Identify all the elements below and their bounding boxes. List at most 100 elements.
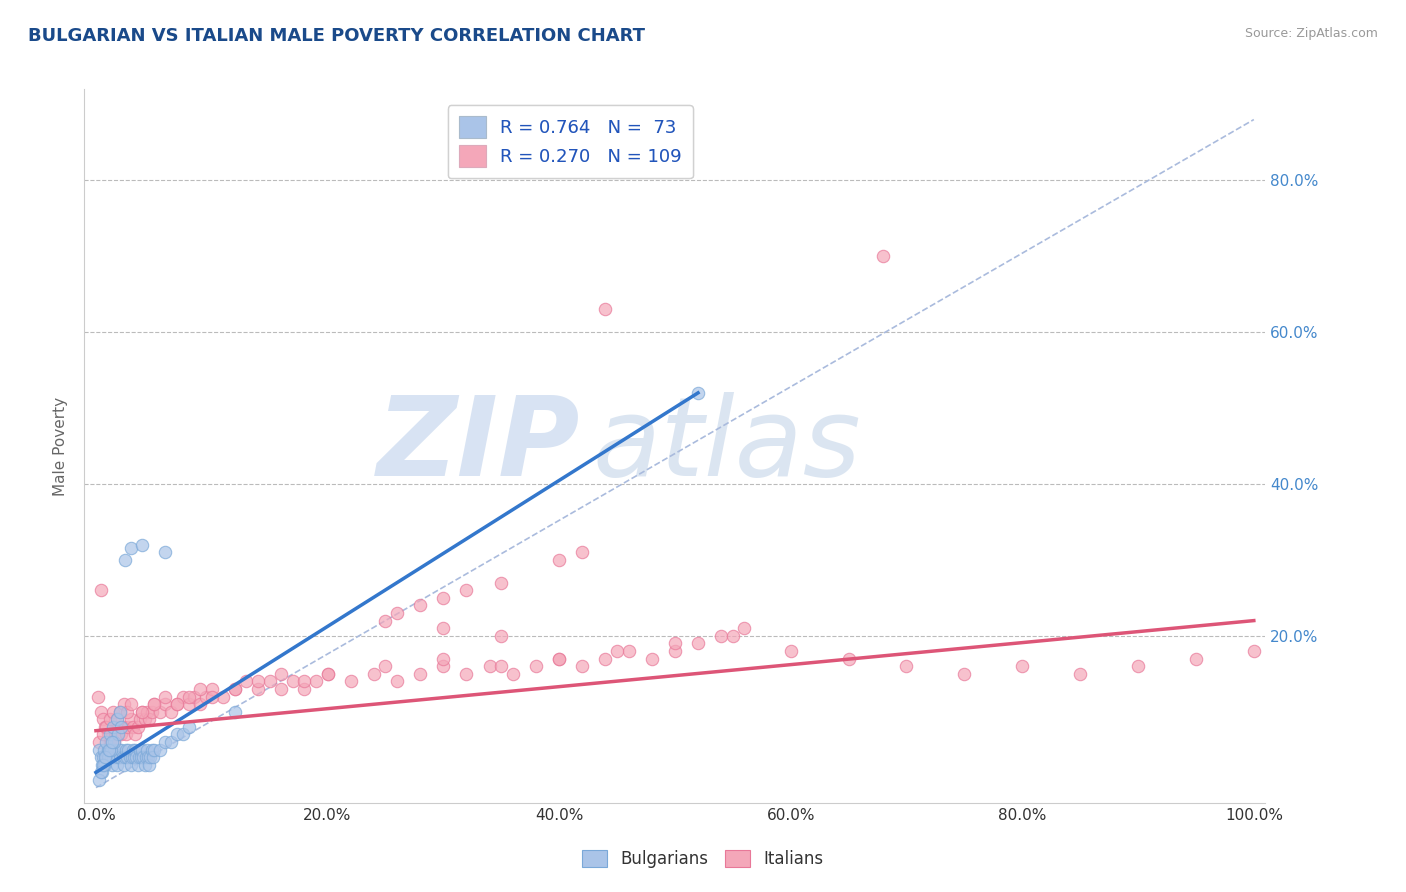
Point — [103, 735, 125, 749]
Point — [89, 772, 111, 787]
Point — [98, 712, 121, 726]
Point — [183, 690, 205, 704]
Point — [166, 697, 188, 711]
Point — [385, 606, 408, 620]
Point — [97, 742, 120, 756]
Point — [305, 674, 328, 689]
Point — [131, 705, 153, 719]
Text: BULGARIAN VS ITALIAN MALE POVERTY CORRELATION CHART: BULGARIAN VS ITALIAN MALE POVERTY CORREL… — [28, 27, 645, 45]
Point — [1069, 666, 1091, 681]
Point — [117, 742, 139, 756]
Point — [87, 690, 110, 704]
Point — [374, 659, 396, 673]
Point — [142, 697, 165, 711]
Point — [94, 720, 117, 734]
Point — [115, 750, 138, 764]
Point — [107, 750, 129, 764]
Point — [124, 742, 146, 756]
Point — [131, 705, 153, 719]
Text: Source: ZipAtlas.com: Source: ZipAtlas.com — [1244, 27, 1378, 40]
Point — [339, 674, 361, 689]
Point — [128, 750, 150, 764]
Point — [90, 765, 112, 780]
Point — [100, 742, 122, 756]
Point — [432, 591, 454, 605]
Point — [94, 757, 117, 772]
Point — [121, 750, 143, 764]
Point — [142, 750, 165, 764]
Point — [478, 659, 501, 673]
Point — [138, 757, 160, 772]
Point — [779, 644, 801, 658]
Point — [96, 720, 118, 734]
Point — [456, 583, 478, 598]
Point — [141, 705, 163, 719]
Point — [172, 727, 194, 741]
Point — [110, 705, 132, 719]
Point — [141, 742, 163, 756]
Point — [142, 697, 165, 711]
Point — [270, 681, 292, 696]
Point — [201, 690, 224, 704]
Point — [135, 742, 157, 756]
Point — [548, 553, 571, 567]
Point — [838, 651, 860, 665]
Point — [124, 727, 146, 741]
Point — [155, 545, 177, 559]
Point — [733, 621, 755, 635]
Point — [160, 705, 183, 719]
Point — [188, 697, 211, 711]
Point — [101, 727, 124, 741]
Point — [131, 742, 153, 756]
Point — [115, 742, 138, 756]
Point — [224, 681, 246, 696]
Point — [548, 651, 571, 665]
Point — [103, 705, 125, 719]
Point — [292, 681, 315, 696]
Point — [502, 666, 524, 681]
Point — [110, 720, 132, 734]
Point — [105, 757, 128, 772]
Point — [524, 659, 547, 673]
Point — [103, 750, 125, 764]
Point — [134, 712, 156, 726]
Point — [115, 705, 138, 719]
Point — [97, 750, 120, 764]
Point — [595, 302, 617, 317]
Point — [118, 750, 141, 764]
Point — [595, 651, 617, 665]
Point — [114, 553, 136, 567]
Legend: Bulgarians, Italians: Bulgarians, Italians — [575, 843, 831, 875]
Point — [127, 757, 149, 772]
Point — [259, 674, 281, 689]
Point — [103, 742, 125, 756]
Point — [571, 545, 593, 559]
Point — [316, 666, 339, 681]
Point — [664, 644, 686, 658]
Point — [134, 757, 156, 772]
Point — [125, 750, 148, 764]
Point — [136, 750, 159, 764]
Point — [90, 583, 112, 598]
Point — [101, 757, 124, 772]
Point — [108, 720, 131, 734]
Point — [1243, 644, 1265, 658]
Point — [110, 750, 132, 764]
Point — [94, 750, 117, 764]
Point — [122, 720, 145, 734]
Point — [201, 681, 224, 696]
Point — [385, 674, 408, 689]
Point — [1126, 659, 1149, 673]
Point — [120, 712, 142, 726]
Point — [117, 720, 139, 734]
Point — [105, 712, 128, 726]
Point — [100, 750, 122, 764]
Point — [90, 765, 112, 780]
Point — [112, 757, 135, 772]
Point — [110, 742, 132, 756]
Point — [131, 538, 153, 552]
Point — [432, 621, 454, 635]
Point — [432, 651, 454, 665]
Point — [247, 681, 270, 696]
Point — [135, 750, 157, 764]
